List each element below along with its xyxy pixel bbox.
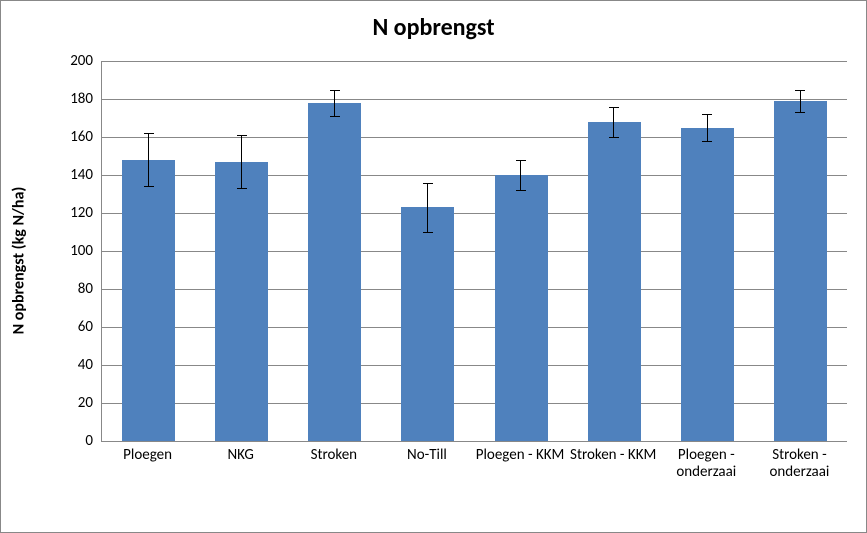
error-bar: [427, 183, 428, 232]
x-tick-label: Ploegen - onderzaai: [661, 447, 752, 482]
error-bar-cap: [795, 90, 805, 91]
error-bar-cap: [702, 141, 712, 142]
gridline: [102, 137, 847, 138]
y-tick-label: 60: [53, 318, 93, 336]
y-axis-label: N opbrengst (kg N/ha): [10, 71, 29, 451]
error-bar-cap: [609, 107, 619, 108]
chart-container: N opbrengst N opbrengst (kg N/ha) 0 20 40 6…: [0, 0, 867, 533]
error-bar-cap: [144, 133, 154, 134]
error-bar-cap: [330, 116, 340, 117]
x-tick-label: Stroken: [288, 447, 379, 464]
gridline: [102, 365, 847, 366]
x-tick-label: Ploegen - KKM: [474, 447, 565, 464]
bar: [401, 207, 454, 441]
y-tick-label: 200: [53, 52, 93, 70]
gridline: [102, 251, 847, 252]
y-tick-label: 140: [53, 166, 93, 184]
y-tick-label: 160: [53, 128, 93, 146]
gridline: [102, 61, 847, 62]
y-tick-label: 80: [53, 280, 93, 298]
error-bar: [334, 90, 335, 117]
error-bar-cap: [516, 190, 526, 191]
error-bar-cap: [516, 160, 526, 161]
gridline: [102, 175, 847, 176]
error-bar-cap: [237, 135, 247, 136]
bar: [774, 101, 827, 441]
plot-area: [101, 61, 847, 442]
chart-title: N opbrengst: [1, 13, 866, 42]
error-bar-cap: [702, 114, 712, 115]
x-tick-label: No-Till: [381, 447, 472, 464]
y-tick-label: 120: [53, 204, 93, 222]
bar: [308, 103, 361, 441]
error-bar-cap: [237, 188, 247, 189]
gridline: [102, 99, 847, 100]
bar: [122, 160, 175, 441]
error-bar-cap: [795, 112, 805, 113]
y-tick-label: 20: [53, 394, 93, 412]
bar: [215, 162, 268, 441]
gridline: [102, 289, 847, 290]
bar: [681, 128, 734, 442]
error-bar-cap: [423, 183, 433, 184]
bar: [495, 175, 548, 441]
error-bar: [707, 114, 708, 141]
y-tick-label: 0: [53, 432, 93, 450]
bar: [588, 122, 641, 441]
error-bar: [148, 133, 149, 186]
x-tick-label: NKG: [195, 447, 286, 464]
y-tick-label: 180: [53, 90, 93, 108]
gridline: [102, 213, 847, 214]
error-bar-cap: [423, 232, 433, 233]
error-bar: [520, 160, 521, 190]
y-tick-label: 100: [53, 242, 93, 260]
error-bar: [613, 107, 614, 137]
x-tick-label: Ploegen: [102, 447, 193, 464]
error-bar-cap: [609, 137, 619, 138]
x-tick-label: Stroken - KKM: [568, 447, 659, 464]
gridline: [102, 327, 847, 328]
error-bar: [241, 135, 242, 188]
error-bar: [800, 90, 801, 113]
error-bar-cap: [330, 90, 340, 91]
y-tick-label: 40: [53, 356, 93, 374]
gridline: [102, 403, 847, 404]
x-tick-label: Stroken - onderzaai: [754, 447, 845, 482]
error-bar-cap: [144, 186, 154, 187]
